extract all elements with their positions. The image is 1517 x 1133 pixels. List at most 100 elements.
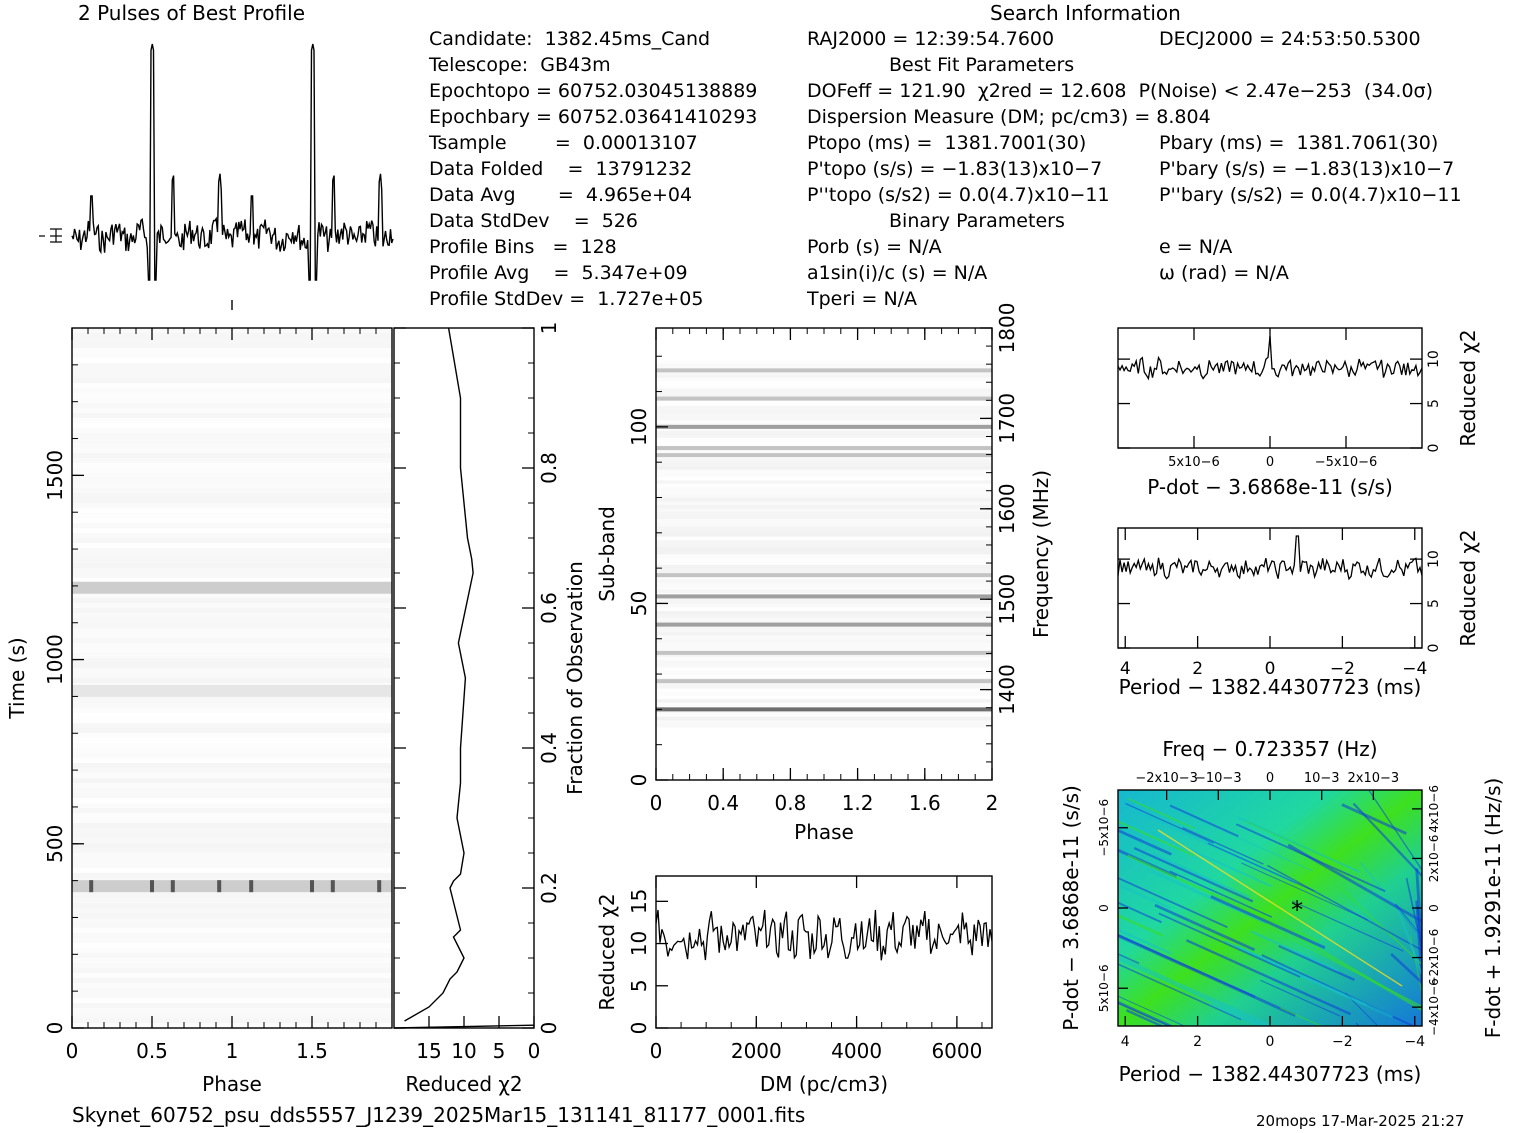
time-row (72, 918, 392, 924)
time-row (72, 803, 392, 809)
time-row (72, 973, 392, 979)
subband-row (656, 550, 992, 555)
p-bary: Pbary (ms) = 1381.7061(30) (1159, 132, 1439, 154)
chi2-fraction-ytick: 0.2 (537, 872, 561, 904)
time-row (72, 708, 392, 714)
plane-streak (1125, 1009, 1165, 1026)
plane-streak (1154, 903, 1256, 952)
plane-streak (1128, 798, 1194, 829)
plane-streak (1118, 1000, 1174, 1026)
time-row (72, 533, 392, 539)
subband-xtick: 1.2 (842, 791, 874, 815)
time-row (72, 423, 392, 429)
time-phase-ytick: 0 (43, 1022, 67, 1035)
dof-line: DOFeff = 121.90 χ2red = 12.608 P(Noise) … (807, 80, 1433, 102)
subband-row (656, 352, 992, 357)
ppd-y2tick: 2x10−6 (1427, 835, 1441, 883)
time-row (72, 618, 392, 624)
subband-row (656, 638, 992, 643)
ppd-y2tick: 0 (1427, 904, 1441, 912)
plane-streak (1118, 1002, 1171, 1026)
time-row (72, 338, 392, 344)
plane-streak (1118, 933, 1256, 998)
small-ytick: 0 (1426, 644, 1442, 653)
subband-row (656, 419, 992, 424)
profile-line (71, 43, 394, 281)
subband-row (656, 504, 992, 509)
bright-subband (656, 650, 992, 655)
time-row (72, 703, 392, 709)
subband-y2tick: 1500 (995, 574, 1019, 625)
time-phase-ytick: 500 (43, 825, 67, 863)
time-row (72, 628, 392, 634)
dm-xtick: 6000 (931, 1039, 982, 1063)
ppd-xtick: 0 (1266, 1034, 1275, 1050)
footer-timestamp: 20mops 17-Mar-2025 21:27 (1256, 1112, 1465, 1130)
ppd-y2tick: −2x10−6 (1427, 929, 1441, 987)
time-row (72, 553, 392, 559)
dm-chi2-line (655, 909, 993, 961)
period-ylabel: Reduced χ2 (1456, 529, 1480, 646)
small-ytick: 0 (1426, 444, 1442, 453)
time-row (72, 838, 392, 844)
time-row (72, 578, 392, 584)
binary-title: Binary Parameters (889, 210, 1065, 232)
small-ytick: 10 (1426, 550, 1442, 568)
period-chi2-line (1117, 535, 1423, 581)
pdot-chi2-line (1117, 335, 1423, 381)
time-row (72, 558, 392, 564)
time-row (72, 593, 392, 599)
time-row (72, 433, 392, 439)
profile-stddev: Profile StdDev = 1.727e+05 (429, 288, 704, 310)
subband-row (656, 702, 992, 707)
time-row (72, 868, 392, 874)
plane-streak (1390, 953, 1422, 984)
plane-streak (1416, 905, 1422, 958)
time-row (72, 1003, 392, 1009)
time-row (72, 823, 392, 829)
subband-row (656, 380, 992, 385)
subband-row (656, 691, 992, 696)
small-xtick: 5x10−6 (1168, 455, 1220, 470)
plane-streak (1207, 842, 1315, 892)
chi2-fraction-ylabel: Fraction of Observation (563, 561, 587, 795)
plane-streak (1267, 864, 1422, 951)
time-row (72, 428, 392, 434)
time-row (72, 908, 392, 914)
ppd-ytick: 5x10−6 (1097, 964, 1111, 1012)
time-row (72, 778, 392, 784)
time-row (72, 913, 392, 919)
subband-xtick: 2 (986, 791, 999, 815)
bright-subband (656, 707, 992, 712)
subband-row (656, 582, 992, 587)
time-row (72, 348, 392, 354)
subband-row (656, 723, 992, 728)
plane-streak (1118, 957, 1271, 1026)
plane-streak (1287, 843, 1422, 923)
plane-streak (1118, 820, 1195, 857)
p-pdot-axes: 4 2 0 −2 −4 −2x10−3−10−3 0 10−3 2x10−3 −5x10−6 0 5x… (1097, 771, 1441, 1050)
subband-y2tick: 1600 (995, 483, 1019, 534)
plane-streak (1185, 939, 1352, 1016)
time-phase-axes: 0 0.5 1 1.5 0 500 1000 1500 (43, 327, 393, 1063)
plane-streak (1210, 895, 1326, 950)
ppd-y2tick: 4x10−6 (1427, 785, 1441, 833)
small-xtick: −2 (1330, 659, 1355, 679)
subband-row (656, 712, 992, 717)
subband-row (656, 684, 992, 689)
plane-streak (1210, 1002, 1264, 1026)
subband-row (656, 511, 992, 516)
time-row (72, 983, 392, 989)
subband-row (656, 402, 992, 407)
plane-streak (1118, 914, 1163, 937)
chi2-fraction-ytick: 0.6 (537, 592, 561, 624)
subband-row (656, 674, 992, 678)
time-row (72, 748, 392, 754)
time-row (72, 783, 392, 789)
pulse-dot (377, 880, 382, 893)
subband-xtick: 0.4 (707, 791, 739, 815)
dm-ytick: 5 (627, 979, 651, 992)
ppd-x2tick: 10−3 (1304, 771, 1340, 786)
time-row (72, 853, 392, 859)
